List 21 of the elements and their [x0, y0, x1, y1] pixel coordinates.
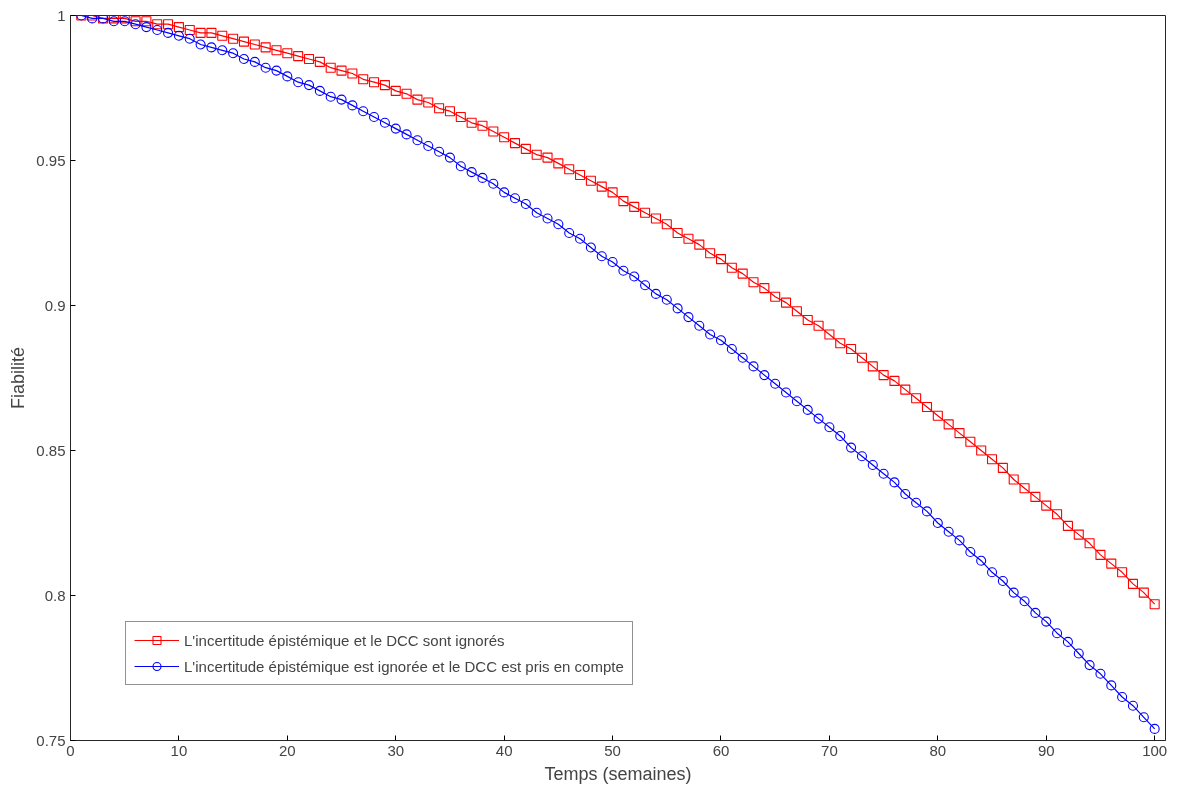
y-tick-label: 0.95 [36, 151, 66, 169]
x-tick-label: 60 [712, 741, 730, 759]
x-tick-label: 90 [1037, 741, 1055, 759]
x-tick-label: 10 [170, 741, 188, 759]
y-tick-label: 0.8 [44, 586, 66, 604]
y-tick-label: 0.9 [44, 296, 66, 314]
y-axis-title: Fiabilité [8, 346, 29, 410]
x-tick-label: 0 [66, 741, 75, 759]
legend-label: L'incertitude épistémique est ignorée et le DCC est pris en compte [184, 657, 624, 675]
x-tick-label: 50 [604, 741, 621, 759]
x-tick-label: 40 [495, 741, 513, 759]
legend-label: L'incertitude épistémique et le DCC sont ignorés [184, 631, 505, 649]
y-tick-label: 0.75 [36, 731, 66, 749]
y-tick-label: 0.85 [36, 441, 66, 459]
x-tick-label: 80 [929, 741, 947, 759]
x-tick-label: 70 [821, 741, 838, 759]
x-tick-label: 30 [387, 741, 405, 759]
x-axis-title: Temps (semaines) [544, 763, 692, 784]
y-tick-label: 1 [57, 6, 66, 24]
x-tick-label: 100 [1142, 741, 1168, 759]
x-tick-label: 20 [278, 741, 296, 759]
